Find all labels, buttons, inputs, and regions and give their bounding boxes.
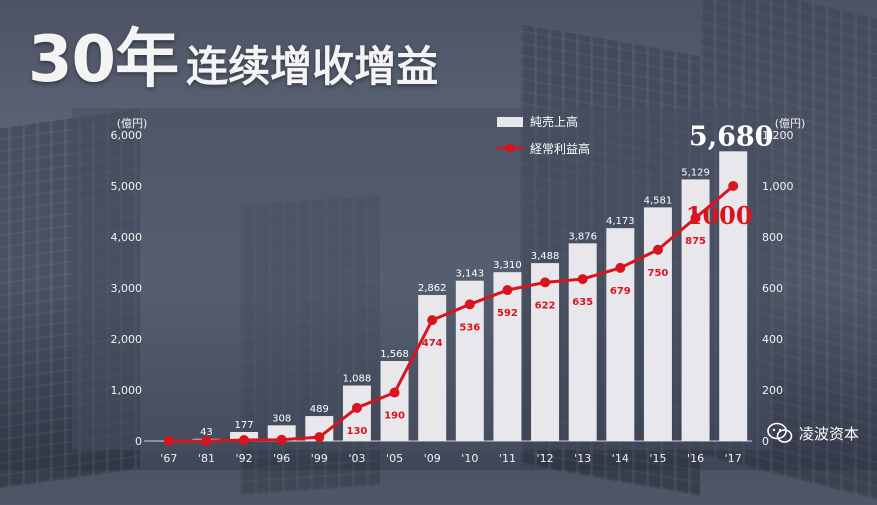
- profit-label: 536: [459, 322, 480, 333]
- sales-bar: [568, 243, 597, 441]
- sales-bar: [531, 263, 560, 441]
- right-axis-tick: 400: [762, 333, 783, 346]
- sales-bar-label: 2,862: [418, 283, 447, 294]
- sales-bar-label: 5,680: [689, 121, 774, 152]
- profit-point: [577, 274, 588, 285]
- right-axis-tick: 200: [762, 384, 783, 397]
- profit-label: 875: [685, 236, 706, 247]
- profit-point: [239, 434, 250, 445]
- profit-point: [427, 315, 438, 326]
- profit-label: 130: [347, 426, 368, 437]
- profit-point: [690, 212, 701, 223]
- sales-bar-label: 1,088: [343, 374, 372, 385]
- x-axis-tick: '09: [424, 452, 441, 465]
- watermark-text: 凌波资本: [798, 424, 859, 443]
- sales-bar-label: 177: [235, 420, 254, 431]
- title-number: 30年: [28, 23, 179, 97]
- sales-bar-label: 3,310: [493, 260, 522, 271]
- x-axis-tick: '92: [236, 452, 253, 465]
- profit-label: 474: [422, 338, 443, 349]
- sales-bar: [719, 151, 748, 441]
- profit-point: [540, 277, 551, 288]
- right-axis-tick: 1,000: [762, 180, 794, 193]
- profit-label: 592: [497, 308, 518, 319]
- wechat-icon: [767, 422, 793, 443]
- sales-bar-label: 4,173: [606, 216, 635, 227]
- x-axis-tick: '12: [537, 452, 554, 465]
- left-axis-tick: 3,000: [111, 282, 143, 295]
- sales-bar-label: 5,129: [681, 167, 710, 178]
- profit-label: 635: [572, 297, 593, 308]
- left-axis-unit: (億円): [117, 117, 148, 130]
- x-axis-tick: '13: [574, 452, 591, 465]
- sales-bar-label: 4,581: [644, 195, 673, 206]
- left-axis-tick: 0: [135, 435, 142, 448]
- sales-bar-label: 308: [272, 413, 291, 424]
- profit-point: [351, 402, 362, 413]
- right-axis-unit: (億円): [775, 117, 806, 130]
- x-axis-tick: '17: [725, 452, 742, 465]
- legend-swatch-sales: [497, 117, 523, 127]
- sales-bar-label: 489: [310, 404, 329, 415]
- x-axis-tick: '15: [649, 452, 666, 465]
- profit-label: 190: [384, 411, 405, 422]
- x-axis-tick: '11: [499, 452, 516, 465]
- sales-bar: [493, 272, 522, 441]
- sales-bar-label: 3,488: [531, 251, 560, 262]
- right-axis-tick: 1,200: [762, 129, 794, 142]
- profit-label: 622: [535, 300, 556, 311]
- left-axis-tick: 6,000: [111, 129, 143, 142]
- right-axis-tick: 800: [762, 231, 783, 244]
- profit-label: 679: [610, 286, 631, 297]
- sales-bar: [267, 425, 296, 441]
- x-axis-tick: '10: [461, 452, 478, 465]
- x-axis-tick: '99: [311, 452, 328, 465]
- legend-label-profit: 経常利益高: [530, 141, 590, 156]
- left-axis-tick: 1,000: [111, 384, 143, 397]
- right-axis-tick: 600: [762, 282, 783, 295]
- left-axis-tick: 5,000: [111, 180, 143, 193]
- legend-swatch-profit-dot: [505, 143, 515, 153]
- page-title: 30年 连续增收增益: [28, 12, 438, 92]
- sales-bar: [606, 228, 635, 441]
- profit-point: [201, 436, 212, 446]
- x-axis-tick: '03: [348, 452, 365, 465]
- watermark: 凌波资本: [767, 422, 859, 444]
- x-axis-tick: '05: [386, 452, 403, 465]
- x-axis-tick: '81: [198, 452, 215, 465]
- profit-point: [615, 262, 626, 273]
- profit-point: [464, 299, 475, 310]
- profit-point: [276, 434, 287, 445]
- profit-point: [502, 285, 513, 296]
- sales-bar-label: 1,568: [380, 349, 409, 360]
- x-axis-tick: '67: [160, 452, 177, 465]
- left-axis-tick: 4,000: [111, 231, 143, 244]
- title-text: 连续增收增益: [186, 42, 439, 91]
- profit-point: [314, 432, 325, 443]
- sales-bar-label: 43: [200, 427, 213, 438]
- x-axis-tick: '14: [612, 452, 629, 465]
- left-axis-tick: 2,000: [111, 333, 143, 346]
- profit-point: [652, 244, 663, 255]
- sales-bar-label: 3,876: [568, 231, 597, 242]
- profit-label: 750: [648, 268, 669, 279]
- profit-point: [389, 387, 400, 398]
- profit-line: [168, 184, 735, 443]
- profit-point: [163, 436, 174, 446]
- profit-point: [728, 181, 739, 191]
- sales-bar: [681, 179, 710, 441]
- right-axis-tick: 0: [762, 435, 769, 448]
- sales-bar-label: 3,143: [455, 269, 484, 280]
- profit-label: 1000: [686, 201, 753, 230]
- x-axis-tick: '96: [273, 452, 290, 465]
- combo-chart: (億円)01,0002,0003,0004,0005,0006,000(億円)0…: [110, 114, 806, 465]
- legend-label-sales: 純売上高: [530, 114, 578, 129]
- x-axis-tick: '16: [687, 452, 704, 465]
